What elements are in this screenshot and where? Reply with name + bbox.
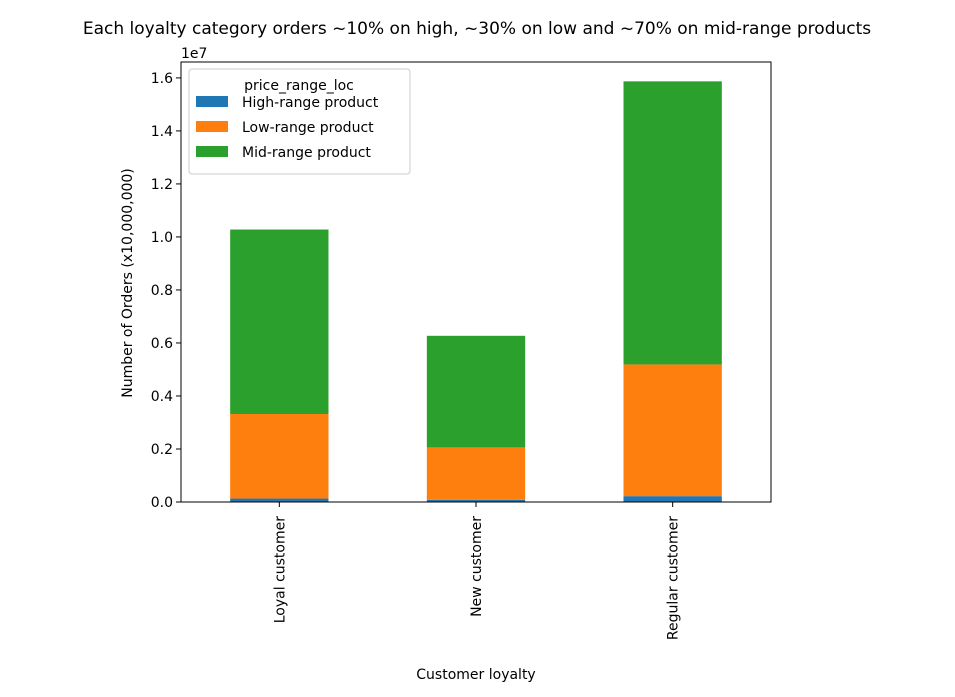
- legend-label: Low-range product: [242, 120, 374, 136]
- chart-title: Each loyalty category orders ~10% on hig…: [83, 19, 871, 39]
- legend-box: [188, 68, 411, 175]
- bar-0-0: [230, 498, 329, 502]
- y-tick-label: 1.6: [151, 71, 173, 87]
- bar-1-2: [623, 364, 722, 497]
- bar-2-0: [230, 229, 329, 414]
- y-tick-label: 1.4: [151, 124, 173, 140]
- y-tick-label: 0.4: [151, 389, 173, 405]
- y-offset-text: 1e7: [181, 46, 207, 62]
- legend-label: High-range product: [242, 95, 379, 111]
- x-axis-label: Customer loyalty: [416, 667, 535, 683]
- x-tick-label: Loyal customer: [272, 516, 288, 623]
- legend-label: Mid-range product: [242, 145, 371, 161]
- bar-1-0: [230, 414, 329, 499]
- y-tick-label: 1.0: [151, 230, 173, 246]
- x-axis: Loyal customer New customer Regular custom…: [272, 502, 682, 640]
- y-tick-label: 0.0: [151, 495, 173, 511]
- bar-2-2: [623, 81, 722, 365]
- legend-swatch: [196, 121, 228, 132]
- x-tick-label: Regular customer: [666, 516, 682, 640]
- x-tick-label: New customer: [469, 516, 485, 617]
- legend: price_range_loc High-range product Low-ra…: [188, 68, 411, 175]
- y-axis: 0.0 0.2 0.4 0.6 0.8 1.0 1.2 1.4 1.6: [151, 71, 181, 511]
- bar-group: [230, 81, 722, 502]
- legend-title: price_range_loc: [244, 78, 354, 94]
- legend-swatch: [196, 146, 228, 157]
- bar-0-1: [426, 499, 526, 502]
- y-tick-label: 1.2: [151, 177, 173, 193]
- y-tick-label: 0.8: [151, 283, 173, 299]
- bar-1-1: [426, 447, 526, 500]
- bar-2-1: [426, 335, 526, 448]
- y-tick-label: 0.6: [151, 336, 173, 352]
- y-tick-label: 0.2: [151, 442, 173, 458]
- bar-0-2: [623, 496, 722, 502]
- legend-swatch: [196, 96, 228, 107]
- y-axis-label: Number of Orders (x10,000,000): [120, 168, 136, 398]
